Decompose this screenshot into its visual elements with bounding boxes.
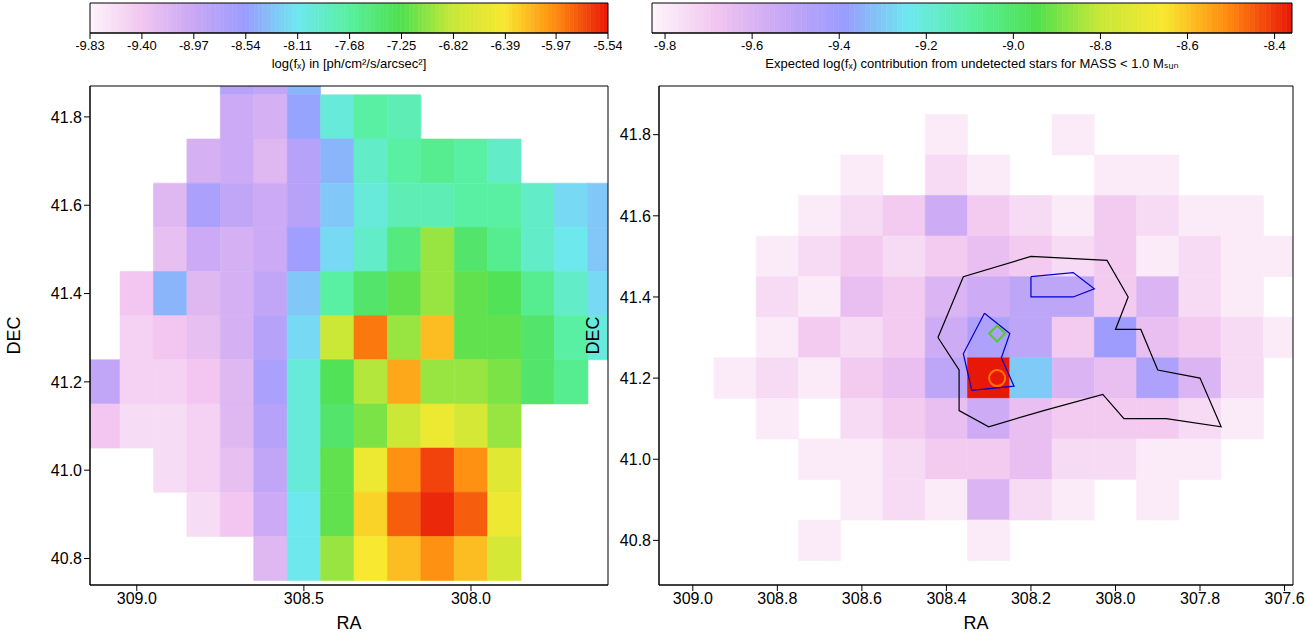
svg-text:308.8: 308.8 xyxy=(757,590,797,607)
svg-text:-6.39: -6.39 xyxy=(491,38,521,53)
svg-text:308.0: 308.0 xyxy=(451,590,491,607)
svg-text:41.6: 41.6 xyxy=(51,197,82,214)
svg-text:308.4: 308.4 xyxy=(926,590,966,607)
svg-text:-6.82: -6.82 xyxy=(439,38,469,53)
svg-text:40.8: 40.8 xyxy=(51,550,82,567)
svg-text:41.0: 41.0 xyxy=(51,462,82,479)
svg-text:-8.4: -8.4 xyxy=(1263,38,1285,53)
svg-text:308.0: 308.0 xyxy=(1095,590,1135,607)
svg-text:41.8: 41.8 xyxy=(51,109,82,126)
svg-text:308.2: 308.2 xyxy=(1011,590,1051,607)
svg-text:DEC: DEC xyxy=(583,316,603,354)
svg-text:-7.25: -7.25 xyxy=(387,38,417,53)
html-text:log(fₓ) in [ph/cm²/s/arcsec²]: log(fₓ) in [ph/cm²/s/arcsec²] xyxy=(271,56,427,71)
svg-text:41.0: 41.0 xyxy=(620,451,651,468)
svg-text:40.8: 40.8 xyxy=(620,532,651,549)
svg-text:-9.6: -9.6 xyxy=(741,38,763,53)
svg-text:-9.2: -9.2 xyxy=(915,38,937,53)
svg-text:41.4: 41.4 xyxy=(620,289,651,306)
svg-text:41.6: 41.6 xyxy=(620,208,651,225)
svg-text:41.2: 41.2 xyxy=(620,370,651,387)
svg-text:-8.54: -8.54 xyxy=(231,38,261,53)
svg-text:DEC: DEC xyxy=(4,316,24,354)
svg-text:-9.4: -9.4 xyxy=(828,38,850,53)
svg-text:-7.68: -7.68 xyxy=(335,38,365,53)
svg-text:-8.11: -8.11 xyxy=(283,38,312,53)
svg-text:-9.8: -9.8 xyxy=(654,38,676,53)
svg-text:-8.6: -8.6 xyxy=(1176,38,1198,53)
svg-text:RA: RA xyxy=(336,613,361,633)
svg-text:309.0: 309.0 xyxy=(117,590,157,607)
svg-text:41.4: 41.4 xyxy=(51,285,82,302)
svg-text:-8.97: -8.97 xyxy=(179,38,209,53)
svg-text:41.8: 41.8 xyxy=(620,126,651,143)
svg-text:-9.40: -9.40 xyxy=(127,38,157,53)
svg-text:-5.97: -5.97 xyxy=(541,38,571,53)
svg-text:308.5: 308.5 xyxy=(284,590,324,607)
svg-text:-9.0: -9.0 xyxy=(1002,38,1024,53)
svg-text:307.8: 307.8 xyxy=(1180,590,1220,607)
svg-text:41.2: 41.2 xyxy=(51,374,82,391)
svg-text:-5.54: -5.54 xyxy=(593,38,622,53)
svg-text:307.6: 307.6 xyxy=(1265,590,1305,607)
svg-text:RA: RA xyxy=(963,613,988,633)
svg-text:309.0: 309.0 xyxy=(673,590,713,607)
svg-text:308.6: 308.6 xyxy=(842,590,882,607)
svg-text:-8.8: -8.8 xyxy=(1089,38,1111,53)
html-text:Expected log(fₓ) contribution: Expected log(fₓ) contribution from undet… xyxy=(765,56,1179,71)
svg-text:-9.83: -9.83 xyxy=(76,38,105,53)
